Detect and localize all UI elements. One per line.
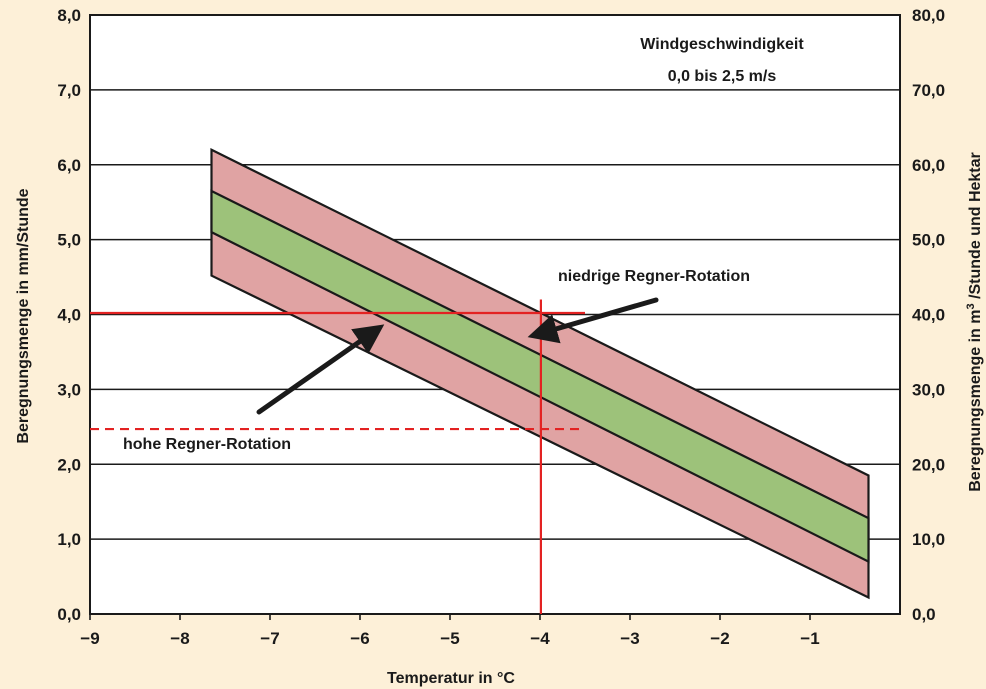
y-tick-label-right: 20,0 [912,455,945,474]
y-tick-label-left: 8,0 [57,6,81,25]
x-axis-title: Temperatur in °C [387,670,515,687]
y-tick-label-right: 60,0 [912,156,945,175]
high-rotation-label: hohe Regner-Rotation [123,436,291,453]
x-tick-label: −7 [260,629,279,648]
y-axis-title-right: Beregnungsmenge in m3 /Stunde und Hektar [965,152,984,492]
high-rotation-arrow [256,324,385,415]
y-tick-label-right: 80,0 [912,6,945,25]
x-tick-labels: −9 −8 −7 −6 −5 −4 −3 −2 −1 [80,614,820,648]
low-rotation-label: niedrige Regner-Rotation [558,268,750,285]
y-tick-label-right: 30,0 [912,380,945,399]
y-tick-label-left: 1,0 [57,530,81,549]
y-tick-label-left: 7,0 [57,81,81,100]
y-tick-label-left: 3,0 [57,380,81,399]
y-tick-label-left: 0,0 [57,605,81,624]
y-tick-label-left: 5,0 [57,231,81,250]
reference-lines [90,299,585,614]
low-rotation-arrow [527,297,659,344]
y-tick-label-left: 2,0 [57,455,81,474]
y-tick-label-right: 50,0 [912,231,945,250]
y-tick-label-left: 6,0 [57,156,81,175]
x-tick-label: −3 [620,629,639,648]
y-tick-label-right: 0,0 [912,605,936,624]
y-tick-label-right: 40,0 [912,306,945,325]
x-tick-label: −1 [800,629,819,648]
x-tick-label: −6 [350,629,369,648]
wind-speed-label: Windgeschwindigkeit [640,36,804,53]
y-tick-labels-right: 0,0 10,0 20,0 30,0 40,0 50,0 60,0 70,0 80,0 [912,6,945,624]
x-tick-label: −4 [530,629,550,648]
y-tick-label-left: 4,0 [57,306,81,325]
y-tick-label-right: 70,0 [912,81,945,100]
x-tick-label: −5 [440,629,459,648]
y-tick-labels-left: 0,0 1,0 2,0 3,0 4,0 5,0 6,0 7,0 8,0 [57,6,81,624]
x-tick-label: −9 [80,629,99,648]
x-tick-label: −8 [170,629,189,648]
y-axis-title-left: Beregnungsmenge in mm/Stunde [15,188,32,443]
x-tick-label: −2 [710,629,729,648]
wind-speed-range: 0,0 bis 2,5 m/s [668,68,777,85]
y-tick-label-right: 10,0 [912,530,945,549]
